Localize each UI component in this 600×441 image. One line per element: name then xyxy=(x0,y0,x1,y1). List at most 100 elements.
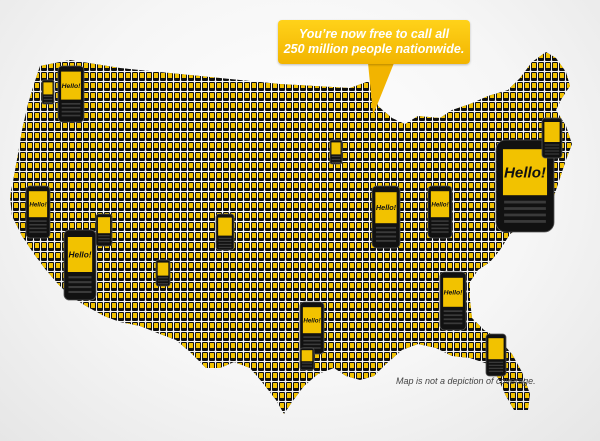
phone-screen xyxy=(546,233,550,238)
phone-icon xyxy=(139,352,145,361)
phone-screen xyxy=(252,263,256,268)
phone-screen xyxy=(350,183,354,188)
phone-icon xyxy=(62,322,68,331)
phone-screen xyxy=(14,233,18,238)
phone-screen xyxy=(350,123,354,128)
phone-icon xyxy=(167,342,173,351)
phone-screen xyxy=(371,113,375,118)
phone-icon xyxy=(13,242,19,251)
phone-screen xyxy=(567,283,571,288)
phone-screen xyxy=(420,123,424,128)
phone-screen xyxy=(126,73,130,78)
phone-screen xyxy=(567,263,571,268)
phone-screen xyxy=(49,343,53,348)
phone-screen xyxy=(196,313,200,318)
phone-screen xyxy=(378,283,382,288)
phone-screen xyxy=(273,293,277,298)
phone-screen xyxy=(21,303,25,308)
phone-icon xyxy=(510,242,516,251)
phone-screen xyxy=(203,143,207,148)
phone-icon xyxy=(482,312,488,321)
phone-icon xyxy=(419,92,425,101)
phone-screen xyxy=(546,113,550,118)
phone-icon xyxy=(10,212,12,221)
phone-screen xyxy=(469,193,473,198)
phone-screen xyxy=(357,203,361,208)
phone-icon xyxy=(531,282,537,291)
phone-screen xyxy=(91,353,95,358)
phone-screen xyxy=(553,163,557,168)
phone-screen xyxy=(70,143,74,148)
phone-icon xyxy=(174,62,180,71)
phone-screen xyxy=(511,63,515,68)
phone-screen xyxy=(140,113,144,118)
phone-screen xyxy=(182,133,186,138)
phone-icon xyxy=(398,112,404,121)
phone-screen xyxy=(287,203,291,208)
phone-icon xyxy=(10,252,12,261)
phone-screen xyxy=(273,153,277,158)
phone-screen xyxy=(259,163,263,168)
phone-icon xyxy=(433,92,439,101)
phone-screen xyxy=(294,123,298,128)
phone-screen xyxy=(203,323,207,328)
phone-screen xyxy=(49,163,53,168)
phone-screen xyxy=(231,253,235,258)
phone-screen xyxy=(350,143,354,148)
phone-screen xyxy=(434,123,438,128)
phone-screen xyxy=(245,153,249,158)
phone-icon xyxy=(475,62,481,71)
phone-screen xyxy=(294,333,298,338)
phone-screen xyxy=(357,113,361,118)
phone-screen xyxy=(525,133,529,138)
phone-screen xyxy=(455,183,459,188)
phone-screen xyxy=(364,113,368,118)
phone-icon xyxy=(524,282,530,291)
phone-screen xyxy=(273,273,277,278)
phone-icon xyxy=(104,352,110,361)
phone-screen xyxy=(84,303,88,308)
phone-icon xyxy=(48,342,54,351)
phone-screen xyxy=(511,333,515,338)
phone-screen xyxy=(147,63,151,68)
phone-screen xyxy=(357,293,361,298)
phone-icon xyxy=(573,282,579,291)
phone-screen xyxy=(210,243,214,248)
phone-screen xyxy=(49,113,53,118)
phone-screen xyxy=(497,283,501,288)
phone-screen xyxy=(182,143,186,148)
phone-screen xyxy=(84,323,88,328)
phone-icon xyxy=(27,352,33,361)
phone-screen xyxy=(511,103,515,108)
phone-icon xyxy=(27,322,33,331)
phone-screen xyxy=(259,123,263,128)
phone-screen xyxy=(462,163,466,168)
phone-screen xyxy=(560,323,564,328)
phone-screen xyxy=(147,333,151,338)
phone-screen xyxy=(490,303,494,308)
phone-screen xyxy=(105,103,109,108)
phone-screen xyxy=(21,343,25,348)
phone-icon xyxy=(10,132,12,141)
phone-screen xyxy=(301,83,305,88)
phone-screen xyxy=(350,133,354,138)
phone-screen xyxy=(343,223,347,228)
phone-screen xyxy=(406,273,410,278)
phone-screen xyxy=(119,283,123,288)
phone-screen xyxy=(56,213,60,218)
phone-screen xyxy=(147,273,151,278)
phone-screen xyxy=(175,123,179,128)
phone-screen xyxy=(175,83,179,88)
phone-screen xyxy=(560,303,564,308)
phone-screen xyxy=(252,83,256,88)
phone-screen xyxy=(91,53,95,58)
phone-icon xyxy=(524,312,530,321)
phone-screen xyxy=(490,233,494,238)
phone-screen xyxy=(231,313,235,318)
phone-screen xyxy=(161,163,165,168)
phone-screen xyxy=(553,263,557,268)
phone-icon xyxy=(181,62,187,71)
phone-screen xyxy=(539,333,543,338)
phone-screen xyxy=(119,73,123,78)
phone-icon xyxy=(118,342,124,351)
